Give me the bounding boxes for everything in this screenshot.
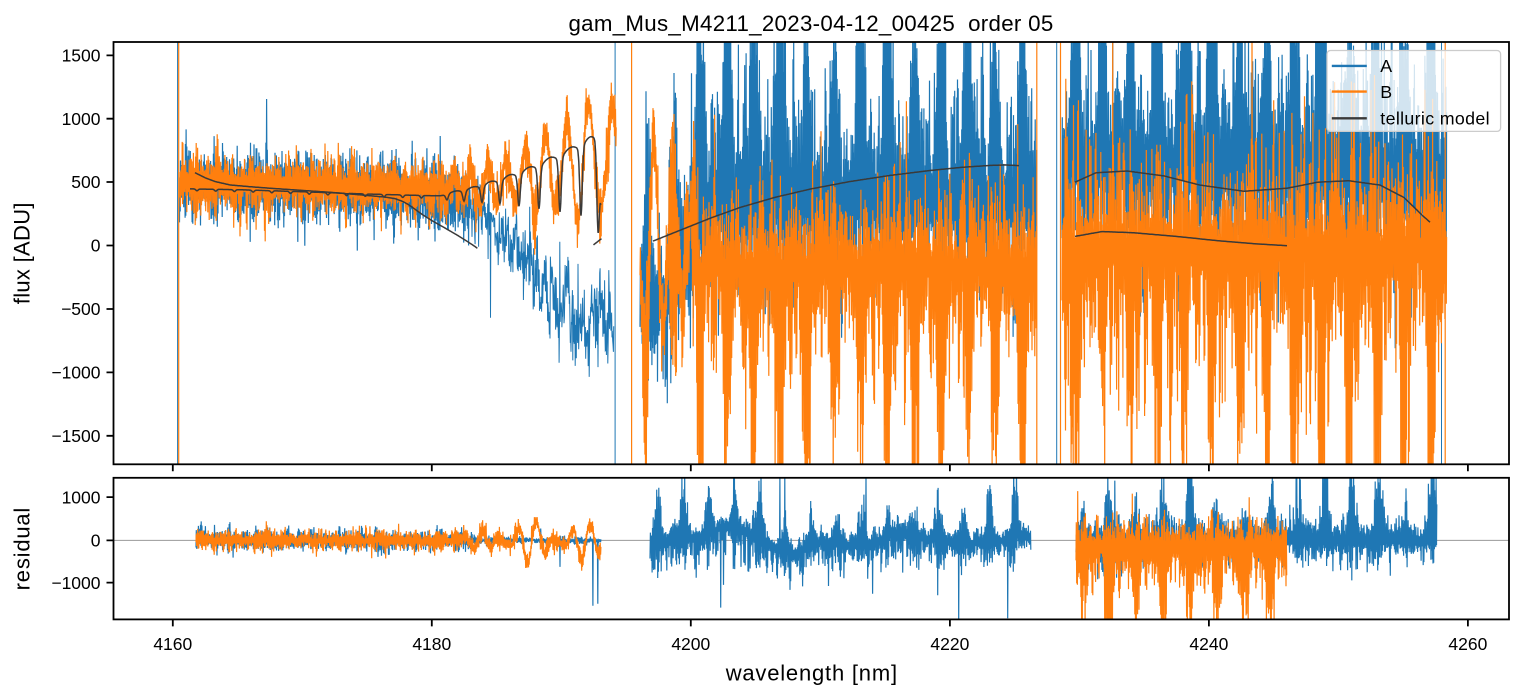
svg-text:4220: 4220: [930, 634, 969, 654]
svg-text:−1000: −1000: [51, 363, 100, 383]
svg-text:1500: 1500: [62, 46, 101, 66]
svg-text:flux [ADU]: flux [ADU]: [10, 202, 35, 304]
svg-text:wavelength [nm]: wavelength [nm]: [725, 661, 898, 686]
svg-text:500: 500: [71, 172, 100, 192]
svg-text:0: 0: [91, 531, 101, 551]
svg-text:4200: 4200: [671, 634, 710, 654]
svg-text:B: B: [1380, 82, 1392, 102]
svg-text:4260: 4260: [1448, 634, 1487, 654]
svg-text:1000: 1000: [62, 109, 101, 129]
svg-text:0: 0: [91, 236, 101, 256]
svg-text:gam_Mus_M4211_2023-04-12_00425: gam_Mus_M4211_2023-04-12_00425 order 05: [568, 11, 1053, 36]
svg-text:1000: 1000: [62, 487, 101, 507]
svg-text:−1000: −1000: [51, 573, 100, 593]
svg-text:−500: −500: [61, 299, 101, 319]
svg-text:4240: 4240: [1189, 634, 1228, 654]
svg-text:−1500: −1500: [51, 426, 100, 446]
svg-text:4180: 4180: [412, 634, 451, 654]
svg-text:telluric model: telluric model: [1380, 109, 1490, 129]
svg-text:residual: residual: [10, 507, 35, 590]
svg-text:4160: 4160: [153, 634, 192, 654]
svg-text:A: A: [1380, 56, 1392, 76]
